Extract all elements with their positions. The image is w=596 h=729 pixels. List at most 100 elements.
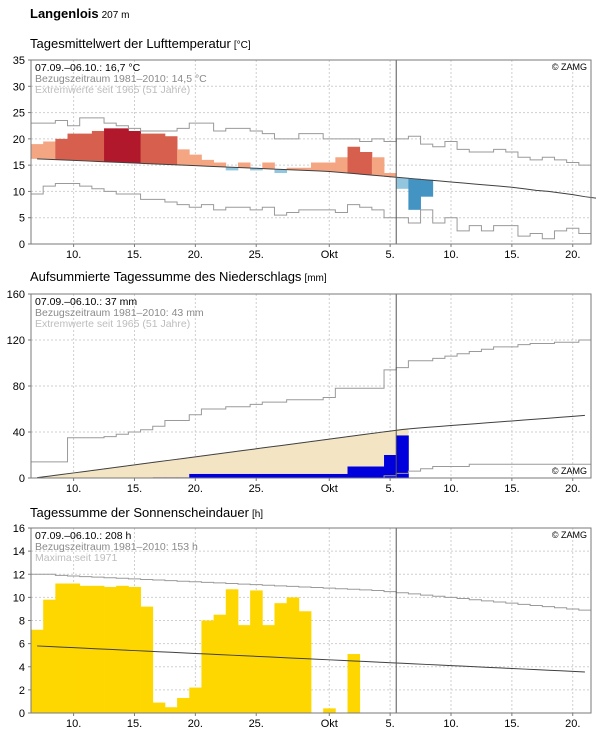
precipitation-bar — [371, 466, 385, 478]
y-tick-label: 30 — [13, 81, 25, 93]
sunshine-bar — [116, 585, 129, 713]
station-elevation: 207 m — [101, 10, 130, 21]
record-max-line — [31, 573, 591, 611]
x-tick-label: 25. — [249, 718, 264, 729]
x-tick-label: 5. — [386, 249, 395, 261]
temperature-bar — [384, 173, 397, 177]
temperature-bar — [420, 179, 434, 197]
legend-line: Maxima seit 1971 — [35, 552, 117, 564]
precipitation-chart-title: Aufsummierte Tagessumme des Niederschlag… — [30, 269, 327, 284]
normal-line — [37, 645, 585, 673]
precipitation-bar — [250, 473, 263, 478]
temperature-title-text: Tagesmittelwert der Lufttemperatur — [30, 36, 231, 51]
legend-line: 07.09.–06.10.: 16,7 °C — [35, 62, 141, 74]
precipitation-bar — [384, 455, 397, 478]
x-tick-label: Okt — [321, 483, 338, 495]
x-tick-label: 10. — [66, 483, 81, 495]
temperature-bar — [359, 152, 373, 175]
precipitation-bar — [286, 473, 300, 478]
x-tick-label: 15. — [127, 483, 142, 495]
sunshine-bar — [201, 620, 215, 713]
temperature-bar — [152, 133, 166, 165]
y-tick-label: 4 — [19, 662, 25, 674]
legend-line: 07.09.–06.10.: 37 mm — [35, 296, 137, 308]
y-tick-label: 15 — [13, 160, 25, 172]
temperature-bar — [116, 128, 129, 163]
temperature-bar — [396, 177, 409, 189]
precipitation-bar — [359, 466, 373, 478]
precipitation-chart: 0 40 80 120 160 10. 15. 20. 25. Okt 5. 10. 15. 20. 07.… — [7, 289, 592, 495]
sunshine-bar — [67, 583, 81, 713]
precipitation-bar — [298, 473, 312, 478]
y-tick-label: 12 — [13, 569, 25, 581]
x-tick-label: 15. — [127, 718, 142, 729]
sunshine-title-text: Tagessumme der Sonnenscheindauer — [30, 505, 249, 520]
station-header: Langenlois 207 m — [30, 6, 129, 21]
x-tick-label: 15. — [504, 718, 519, 729]
y-tick-label: 35 — [13, 55, 25, 67]
precipitation-bar — [347, 466, 361, 478]
normal-line — [37, 414, 585, 479]
y-tick-label: 25 — [13, 108, 25, 120]
station-name: Langenlois — [30, 6, 99, 21]
x-tick-label: 20. — [188, 718, 203, 729]
x-tick-label: 15. — [127, 249, 142, 261]
temperature-bar — [274, 169, 288, 174]
sunshine-chart-title: Tagessumme der Sonnenscheindauer [h] — [30, 505, 263, 520]
y-tick-label: 20 — [13, 134, 25, 146]
temperature-bar — [408, 178, 421, 210]
x-tick-label: Okt — [321, 249, 338, 261]
sunshine-chart: 0 2 4 6 8 10 12 14 16 10. 15. 20. 25. Okt 5. 10. 15. 20. 0… — [13, 523, 592, 729]
legend-line: Bezugszeitraum 1981–2010: 14,5 °C — [35, 73, 207, 85]
y-tick-label: 40 — [13, 427, 25, 439]
y-tick-label: 10 — [13, 592, 25, 604]
temperature-bar — [225, 167, 239, 171]
sunshine-bar — [213, 614, 227, 713]
sunshine-bar — [237, 625, 251, 713]
x-tick-label: 25. — [249, 249, 264, 261]
precipitation-title-text: Aufsummierte Tagessumme des Niederschlag… — [30, 269, 302, 284]
x-tick-label: 10. — [443, 249, 458, 261]
legend-line: Extremwerte seit 1965 (51 Jahre) — [35, 84, 190, 96]
x-tick-label: 10. — [66, 249, 81, 261]
record-max-line — [31, 117, 591, 166]
temperature-bar — [79, 133, 93, 161]
y-tick-label: 16 — [13, 523, 25, 535]
sunshine-bar — [128, 586, 141, 713]
x-tick-label: 25. — [249, 483, 264, 495]
y-tick-label: 160 — [7, 289, 25, 301]
temperature-bar — [323, 162, 336, 172]
temperature-bar — [189, 154, 202, 166]
temperature-bar — [104, 128, 117, 162]
precipitation-bar — [274, 473, 288, 478]
zamg-credit: © ZAMG — [552, 62, 587, 72]
sunshine-bar — [347, 654, 361, 713]
temperature-chart-title: Tagesmittelwert der Lufttemperatur [°C] — [30, 36, 251, 51]
precipitation-unit: [mm] — [304, 273, 327, 284]
y-tick-label: 80 — [13, 381, 25, 393]
sunshine-bar — [262, 625, 275, 713]
normal-line — [37, 158, 596, 199]
sunshine-bar — [250, 590, 263, 713]
y-tick-label: 120 — [7, 335, 25, 347]
temperature-bar — [31, 144, 44, 159]
temperature-bar — [237, 162, 251, 168]
y-tick-label: 14 — [13, 546, 25, 558]
temperature-bar — [164, 136, 178, 165]
sunshine-bar — [177, 697, 190, 713]
precipitation-bar — [323, 473, 336, 478]
record-min-line — [31, 183, 591, 240]
sunshine-bar — [91, 585, 105, 713]
precipitation-bar — [311, 473, 324, 478]
sunshine-bar — [323, 708, 336, 713]
sunshine-bar — [79, 585, 93, 713]
temperature-bar — [55, 138, 68, 160]
precipitation-bar — [237, 473, 251, 478]
sunshine-bar — [189, 687, 202, 713]
x-tick-label: 10. — [443, 483, 458, 495]
precipitation-bar — [189, 473, 202, 478]
sunshine-bar — [225, 589, 239, 713]
sunshine-bar — [298, 611, 312, 713]
sunshine-bar — [104, 586, 117, 713]
sunshine-bar — [286, 597, 300, 713]
